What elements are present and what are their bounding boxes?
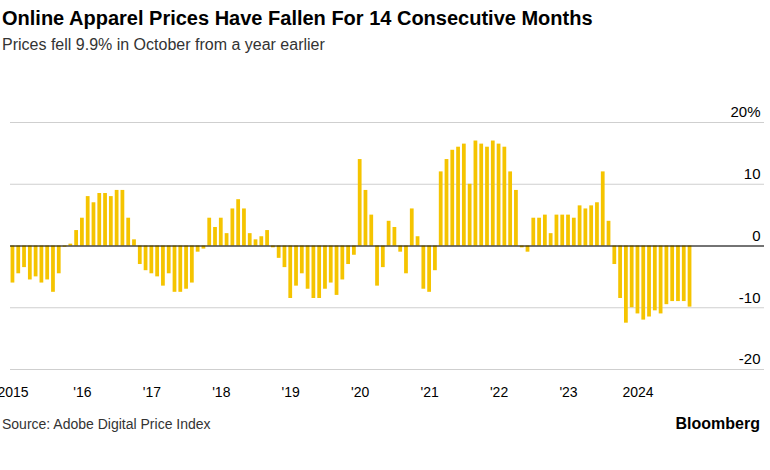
svg-text:'22: '22 [490,384,508,400]
html-text:Bloomberg: Bloomberg [675,415,760,432]
html-text:Source: Adobe Digital Price In: Source: Adobe Digital Price Index [2,416,211,432]
html-text:Online Apparel Prices Have Fal: Online Apparel Prices Have Fallen For 14… [2,7,593,29]
svg-text:-20: -20 [739,350,761,367]
svg-text:'17: '17 [143,384,161,400]
svg-text:'16: '16 [73,384,91,400]
svg-text:'20: '20 [351,384,369,400]
svg-text:'19: '19 [282,384,300,400]
svg-text:2015: 2015 [0,384,29,400]
svg-text:'18: '18 [212,384,230,400]
svg-text:10: 10 [744,165,761,182]
svg-text:0: 0 [752,227,760,244]
svg-text:'21: '21 [420,384,438,400]
html-text:Prices fell 9.9% in October fr: Prices fell 9.9% in October from a year … [2,36,325,53]
svg-text:2024: 2024 [622,384,653,400]
svg-text:-10: -10 [739,289,761,306]
svg-text:20%: 20% [730,103,760,120]
svg-text:'23: '23 [559,384,577,400]
